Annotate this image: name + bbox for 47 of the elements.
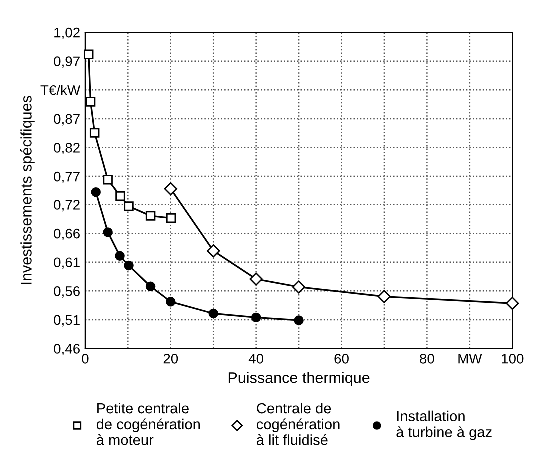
y-axis-title: Investissements spécifiques <box>20 96 35 284</box>
y-tick-label: 0,56 <box>54 286 80 298</box>
point <box>164 182 178 196</box>
y-tick-label: 1,02 <box>54 28 80 40</box>
y-tick-label: T€/kW <box>40 85 81 96</box>
point <box>207 244 220 258</box>
point <box>90 128 100 138</box>
legend-label: Petite centrale de cogénération à moteur <box>96 402 200 446</box>
point <box>84 50 94 60</box>
y-tick-label: 0,72 <box>54 200 80 212</box>
point <box>378 290 392 304</box>
x-tick-label: 40 <box>248 354 264 364</box>
y-tick-label: 0,46 <box>54 344 80 356</box>
x-tick-label: 0 <box>82 354 89 364</box>
y-tick-label: 0,61 <box>54 258 80 270</box>
point <box>124 260 134 271</box>
point <box>115 251 125 262</box>
x-tick-label: 80 <box>420 354 434 364</box>
point <box>251 312 262 323</box>
point <box>166 213 176 224</box>
legend-label: Installation à turbine à gaz <box>396 410 492 440</box>
y-tick-label: 0,82 <box>54 143 80 155</box>
point <box>91 187 101 198</box>
y-tick-label: 0,66 <box>54 228 80 240</box>
point <box>166 297 176 307</box>
x-tick-label: 20 <box>164 354 178 364</box>
point <box>506 296 520 310</box>
y-tick-label: 0,87 <box>54 114 80 126</box>
point <box>146 282 156 292</box>
point <box>103 175 113 185</box>
x-axis-title: Puissance thermique <box>228 372 370 386</box>
legend-label: Centrale de cogénération à lit fluidisé <box>256 402 340 446</box>
point <box>208 308 218 319</box>
point <box>146 211 156 221</box>
point <box>103 228 113 238</box>
point <box>86 97 96 107</box>
y-tick-label: 0,77 <box>54 172 80 184</box>
y-tick-label: 0,51 <box>54 315 80 327</box>
point <box>250 272 263 286</box>
x-tick-label: 100 <box>502 354 524 364</box>
point <box>292 280 306 294</box>
point <box>294 316 304 326</box>
x-tick-label: MW <box>458 354 482 364</box>
point <box>116 191 126 202</box>
x-tick-label: 60 <box>334 354 349 364</box>
point <box>124 202 134 212</box>
y-tick-label: 0,97 <box>54 56 80 68</box>
